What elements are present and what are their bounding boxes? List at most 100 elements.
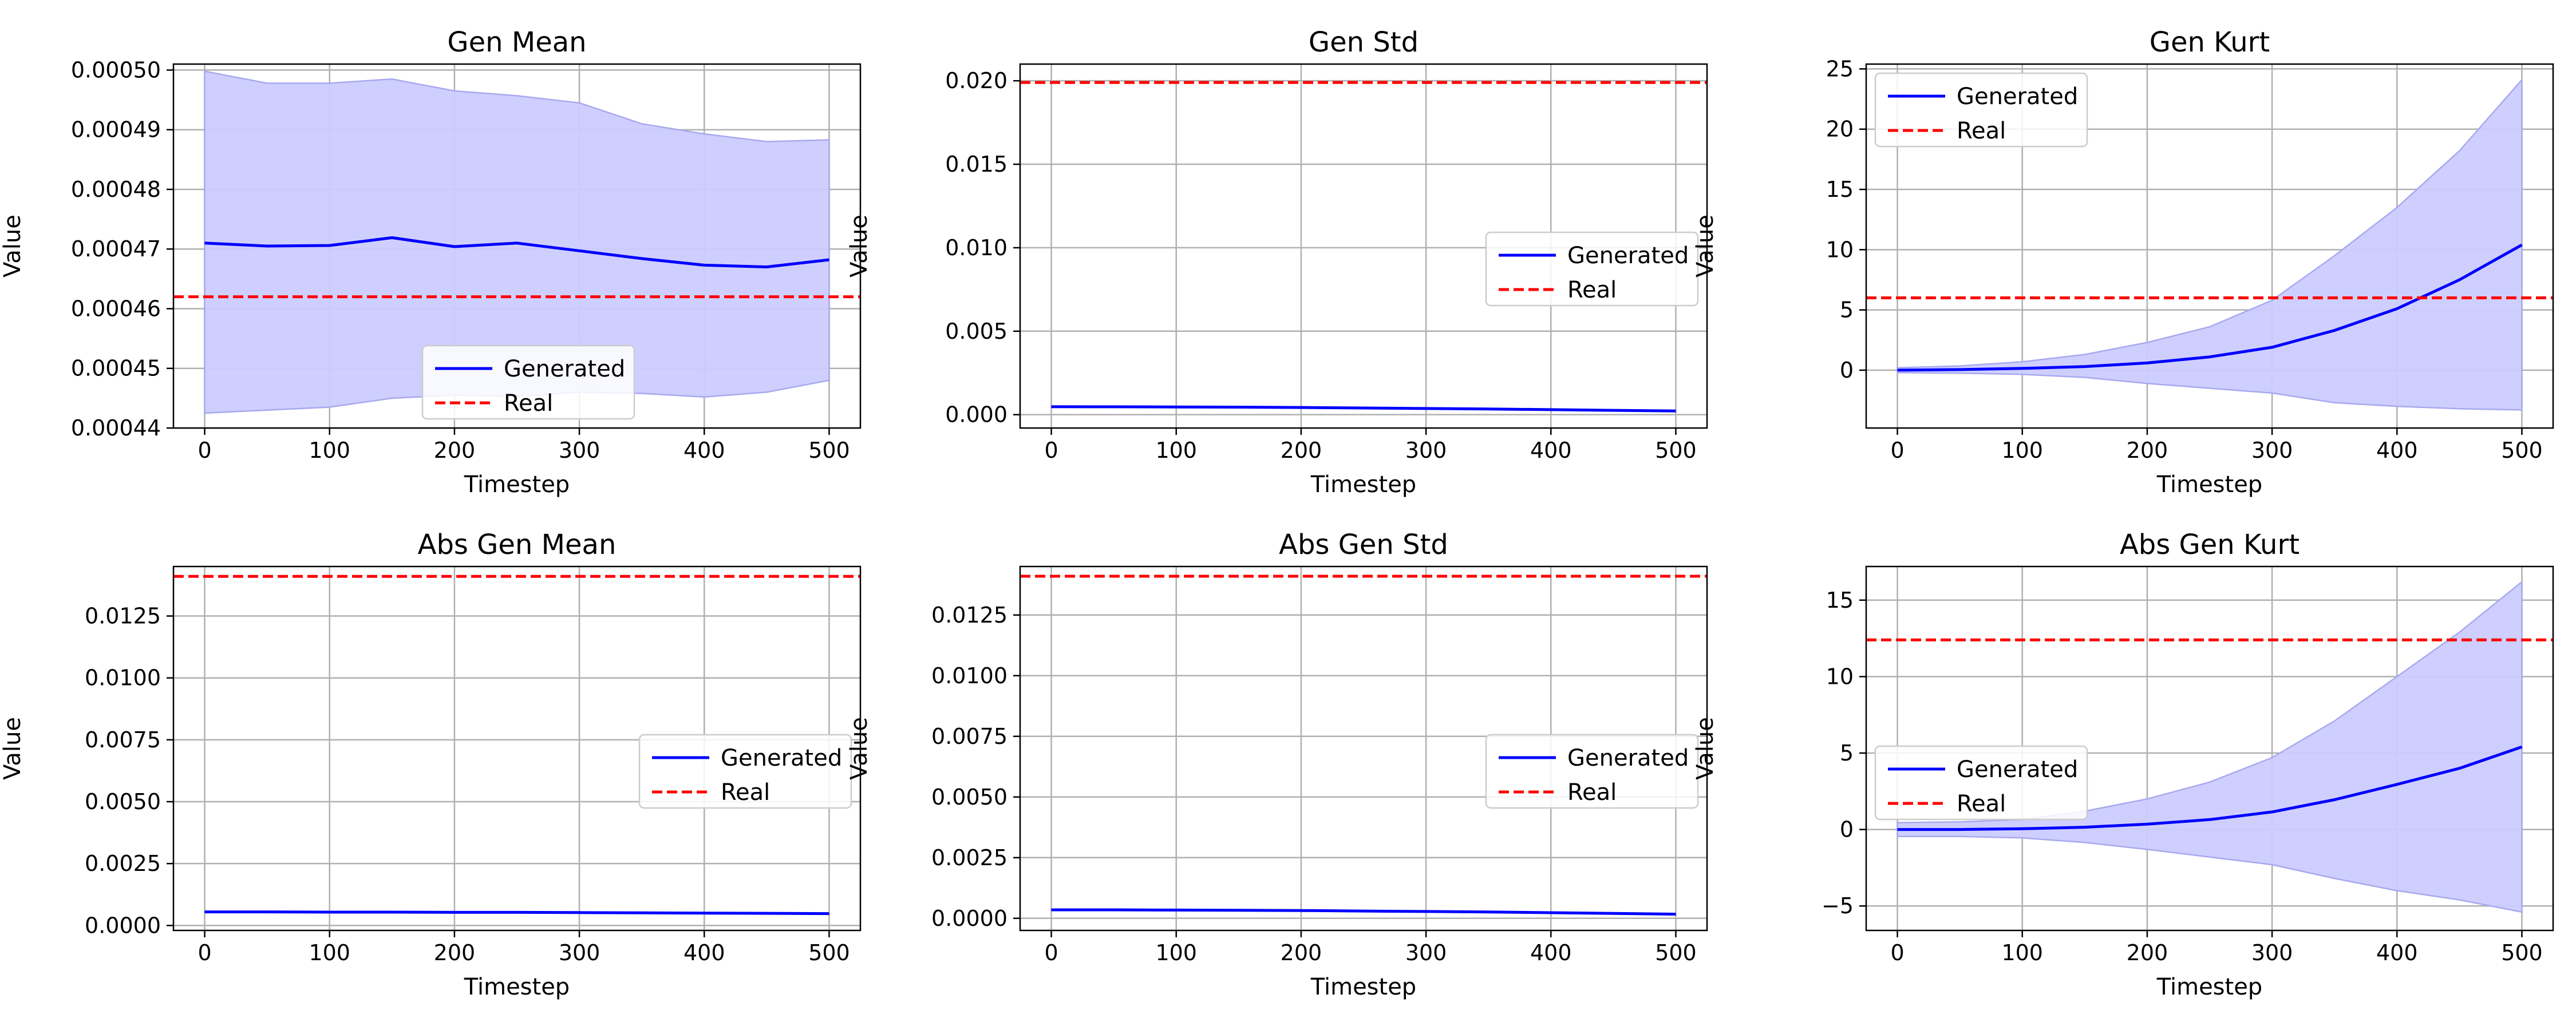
x-axis-label: Timestep xyxy=(1310,974,1416,1000)
x-axis-label: Timestep xyxy=(1310,472,1416,498)
x-tick-label: 0 xyxy=(1044,940,1058,965)
legend-label-generated: Generated xyxy=(721,745,842,771)
x-tick-label: 500 xyxy=(2501,438,2543,463)
legend: Generated Real xyxy=(1485,734,1699,809)
x-tick-label: 100 xyxy=(1155,438,1197,463)
chart-panel-1: 0 100 200 300 400 500 0.00044 0.00045 0.00046 0.0… xyxy=(0,26,862,498)
y-tick-label: 0.00050 xyxy=(71,57,161,82)
x-tick-label: 200 xyxy=(434,438,476,463)
legend-box xyxy=(1485,734,1699,809)
y-tick-label: −5 xyxy=(1822,893,1854,918)
y-tick-label: 0.0125 xyxy=(85,604,161,629)
y-axis-label: Value xyxy=(0,717,26,780)
x-tick-label: 200 xyxy=(1281,940,1322,965)
chart-panel-5: 0 100 200 300 400 500 0.0000 0.0025 0.0050 0.0075… xyxy=(846,529,1708,1000)
generated-line xyxy=(1051,405,1676,413)
y-tick-label: 10 xyxy=(1826,664,1854,689)
x-tick-label: 200 xyxy=(1281,438,1322,463)
chart-panel-3: 0 100 200 300 400 500 0 5 10 15 20 25 Gen Kurt Timest… xyxy=(1692,26,2554,498)
legend: Generated Real xyxy=(1485,231,1699,307)
x-tick-label: 400 xyxy=(1530,438,1572,463)
plot-area xyxy=(1866,78,2553,411)
x-tick-label: 500 xyxy=(2501,940,2543,965)
x-axis-label: Timestep xyxy=(2156,974,2262,1000)
plot-area xyxy=(1866,580,2553,913)
legend-label-generated: Generated xyxy=(1567,745,1689,771)
x-tick-label: 100 xyxy=(2001,438,2043,463)
x-tick-label: 300 xyxy=(2251,438,2293,463)
y-tick-label: 15 xyxy=(1826,588,1854,613)
y-tick-label: 5 xyxy=(1840,740,1854,766)
generated-band xyxy=(1897,78,2523,411)
legend: Generated Real xyxy=(421,344,635,420)
y-tick-label: 0.00044 xyxy=(71,415,161,441)
x-tick-label: 400 xyxy=(683,438,725,463)
legend-box xyxy=(638,734,852,809)
legend-label-real: Real xyxy=(1957,791,2006,817)
x-tick-label: 0 xyxy=(1044,438,1058,463)
chart-title: Abs Gen Std xyxy=(1279,529,1448,561)
x-tick-label: 500 xyxy=(808,438,850,463)
x-tick-label: 300 xyxy=(2251,940,2293,965)
y-axis-label: Value xyxy=(1692,717,1718,780)
y-tick-label: 0.0025 xyxy=(931,845,1008,870)
y-tick-label: 0.0125 xyxy=(931,603,1008,628)
y-axis-label: Value xyxy=(846,215,872,278)
x-axis-label: Timestep xyxy=(464,974,570,1000)
chart-panel-6: 0 100 200 300 400 500 −5 0 5 10 15 Abs Gen Kurt Time… xyxy=(1692,529,2554,1000)
chart-panel-2: 0 100 200 300 400 500 0.000 0.005 0.010 0.015 0.02… xyxy=(846,26,1708,498)
x-tick-label: 0 xyxy=(1890,438,1904,463)
x-tick-label: 0 xyxy=(197,940,211,965)
x-tick-label: 400 xyxy=(683,940,725,965)
chart-title: Gen Mean xyxy=(447,26,586,58)
y-tick-label: 20 xyxy=(1826,117,1854,142)
x-tick-label: 100 xyxy=(309,438,350,463)
x-tick-label: 200 xyxy=(434,940,476,965)
generated-line xyxy=(204,910,829,916)
plot-area xyxy=(173,575,860,916)
axes-frame xyxy=(172,565,862,932)
chart-title: Abs Gen Kurt xyxy=(2120,529,2300,561)
y-axis-label: Value xyxy=(1692,215,1718,278)
legend-label-real: Real xyxy=(721,779,770,806)
legend-label-generated: Generated xyxy=(1957,756,2078,783)
legend-label-real: Real xyxy=(1567,779,1617,806)
x-tick-label: 500 xyxy=(808,940,850,965)
y-tick-label: 25 xyxy=(1826,56,1854,81)
axes-frame xyxy=(172,63,862,429)
x-tick-label: 400 xyxy=(1530,940,1572,965)
generated-line xyxy=(204,236,829,268)
x-tick-label: 500 xyxy=(1655,940,1697,965)
legend-label-real: Real xyxy=(504,390,553,417)
legend-label-generated: Generated xyxy=(1957,84,2078,110)
y-tick-label: 15 xyxy=(1826,177,1854,202)
y-tick-label: 0.015 xyxy=(945,152,1008,177)
legend-box xyxy=(421,344,635,420)
legend-box xyxy=(1874,745,2088,821)
y-tick-label: 0.0050 xyxy=(85,789,161,814)
legend: Generated Real xyxy=(1874,745,2088,821)
x-tick-label: 100 xyxy=(1155,940,1197,965)
y-tick-label: 0.0000 xyxy=(85,913,161,938)
generated-line xyxy=(1051,908,1676,916)
x-tick-label: 300 xyxy=(559,438,600,463)
x-tick-label: 100 xyxy=(309,940,350,965)
y-tick-label: 0.0075 xyxy=(931,724,1008,749)
y-tick-label: 0.000 xyxy=(945,402,1008,427)
plot-area xyxy=(173,70,860,414)
y-tick-label: 0.0100 xyxy=(931,663,1008,688)
y-tick-label: 0.0000 xyxy=(931,906,1008,931)
y-tick-label: 0.00046 xyxy=(71,296,161,321)
axes-frame xyxy=(1865,63,2554,429)
y-tick-label: 0.00045 xyxy=(71,356,161,381)
y-tick-label: 0.00049 xyxy=(71,117,161,142)
y-tick-label: 0.005 xyxy=(945,319,1008,344)
y-tick-label: 0 xyxy=(1840,817,1854,842)
y-tick-label: 5 xyxy=(1840,298,1854,323)
legend: Generated Real xyxy=(1874,72,2088,148)
plot-area xyxy=(1020,81,1707,413)
generated-line xyxy=(1897,745,2523,831)
y-tick-label: 0.00048 xyxy=(71,177,161,202)
y-tick-label: 0.00047 xyxy=(71,236,161,262)
x-tick-label: 300 xyxy=(1405,940,1447,965)
